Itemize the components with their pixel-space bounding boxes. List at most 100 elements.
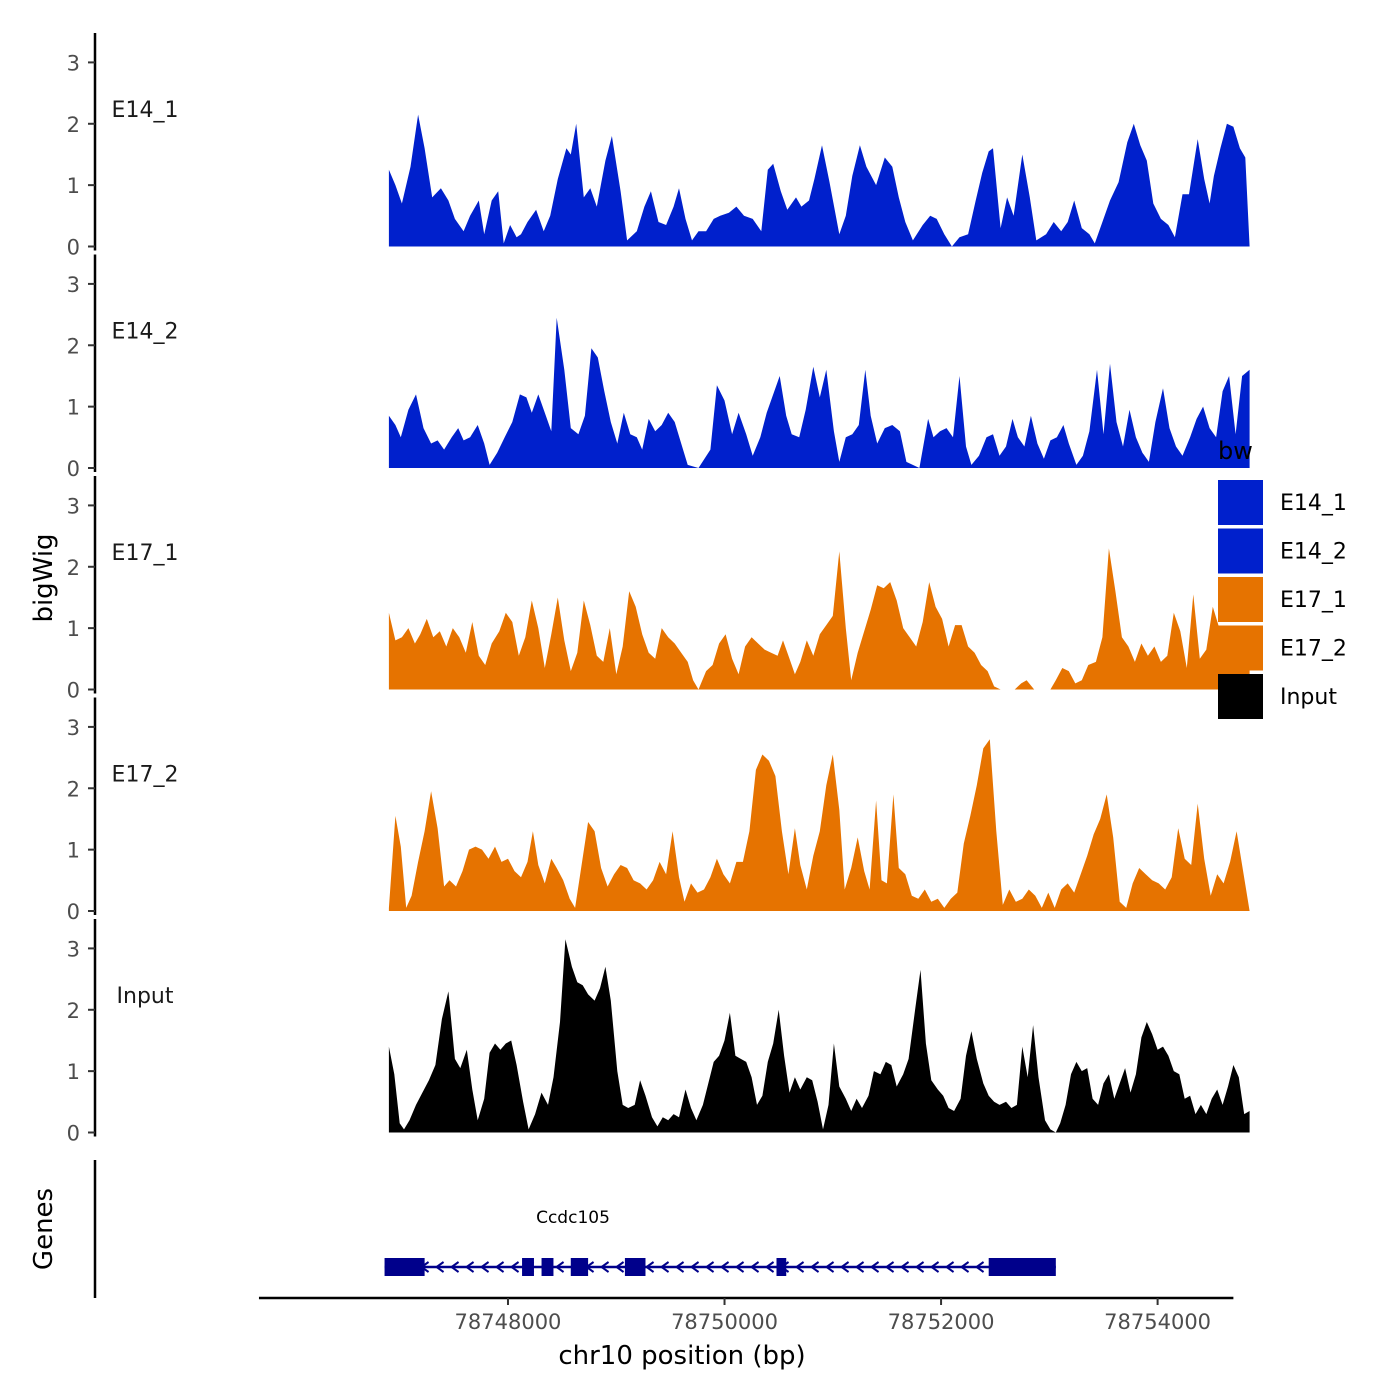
legend-label: E14_1 xyxy=(1280,491,1347,516)
strand-arrow xyxy=(464,1261,475,1273)
signal-tracks: 0 1 2 3 E14_1 0 1 2 3 E14_2 0 1 2 3 E17_1 0 1 2 3 E17_2 0 1 2 3… xyxy=(67,33,1250,1146)
x-tick-label: 78750000 xyxy=(671,1310,778,1334)
strand-arrow xyxy=(689,1261,700,1273)
strand-arrow xyxy=(929,1261,940,1273)
legend-swatch xyxy=(1218,625,1263,671)
exon xyxy=(570,1258,589,1276)
y-tick-label: 3 xyxy=(67,716,80,740)
y-tick-label: 2 xyxy=(67,113,80,137)
strand-arrow xyxy=(869,1261,880,1273)
legend-entry-e17-1: E17_1 xyxy=(1218,577,1347,622)
signal-area-e14-2 xyxy=(388,317,1250,468)
signal-area-e14-1 xyxy=(388,114,1250,247)
track-e17-1: 0 1 2 3 E17_1 xyxy=(67,476,1250,703)
strand-arrow xyxy=(809,1261,820,1273)
y-tick-label: 2 xyxy=(67,556,80,580)
strand-arrow xyxy=(914,1261,925,1273)
signal-area-e17-2 xyxy=(388,739,1250,911)
exon xyxy=(988,1258,1056,1276)
strand-arrow xyxy=(449,1261,460,1273)
strand-arrow xyxy=(749,1261,760,1273)
y-tick-label: 3 xyxy=(67,937,80,961)
y-tick-label: 0 xyxy=(67,900,80,924)
track-input: 0 1 2 3 Input xyxy=(67,919,1250,1146)
legend-entry-e14-1: E14_1 xyxy=(1218,480,1347,525)
legend-label: E14_2 xyxy=(1280,540,1347,565)
x-axis-title: chr10 position (bp) xyxy=(558,1341,805,1371)
y-tick-label: 1 xyxy=(67,174,80,198)
x-tick-label: 78752000 xyxy=(888,1310,995,1334)
strand-arrow xyxy=(854,1261,865,1273)
track-e17-2: 0 1 2 3 E17_2 xyxy=(67,697,1250,924)
legend-entry-e14-2: E14_2 xyxy=(1218,528,1347,574)
legend-label: E17_2 xyxy=(1280,637,1347,662)
track-label: E17_2 xyxy=(112,762,179,787)
track-label: E17_1 xyxy=(112,541,179,566)
track-label: E14_2 xyxy=(112,319,179,344)
strand-arrow xyxy=(479,1261,490,1273)
legend-swatch xyxy=(1218,577,1263,622)
strand-arrow xyxy=(974,1261,985,1273)
y-tick-label: 2 xyxy=(67,777,80,801)
strand-arrow xyxy=(494,1261,505,1273)
y-tick-label: 0 xyxy=(67,679,80,703)
legend-label: E17_1 xyxy=(1280,588,1347,613)
strand-arrow xyxy=(794,1261,805,1273)
y-tick-label: 3 xyxy=(67,494,80,518)
strand-arrow xyxy=(509,1261,520,1273)
legend-entry-e17-2: E17_2 xyxy=(1218,625,1347,671)
strand-arrow xyxy=(764,1261,775,1273)
y-tick-label: 1 xyxy=(67,1060,80,1084)
strand-arrow xyxy=(644,1261,655,1273)
y-tick-label: 1 xyxy=(67,396,80,420)
gene-model: Ccdc105 xyxy=(384,1208,1056,1276)
y-tick-label: 1 xyxy=(67,839,80,863)
legend-swatch xyxy=(1218,480,1263,525)
strand-arrow xyxy=(434,1261,445,1273)
signal-area-input xyxy=(388,939,1250,1133)
y-tick-label: 0 xyxy=(67,236,80,260)
legend: bw E14_1 E14_2 E17_1 E17_2 Input xyxy=(1218,437,1347,719)
track-label: Input xyxy=(117,984,174,1009)
legend-entry-input: Input xyxy=(1218,674,1337,719)
legend-swatch xyxy=(1218,528,1263,574)
y-tick-label: 2 xyxy=(67,334,80,358)
track-e14-2: 0 1 2 3 E14_2 xyxy=(67,254,1250,481)
strand-arrow xyxy=(704,1261,715,1273)
legend-swatch xyxy=(1218,674,1263,719)
track-label: E14_1 xyxy=(112,98,179,123)
strand-arrow xyxy=(554,1261,565,1273)
exon xyxy=(522,1258,534,1276)
strand-arrow xyxy=(884,1261,895,1273)
y-tick-label: 3 xyxy=(67,51,80,75)
signal-area-e17-1 xyxy=(388,548,1250,690)
x-tick-label: 78754000 xyxy=(1104,1310,1211,1334)
y-tick-label: 3 xyxy=(67,273,80,297)
strand-arrow xyxy=(944,1261,955,1273)
strand-arrow xyxy=(839,1261,850,1273)
x-tick-label: 78748000 xyxy=(455,1310,562,1334)
strand-arrow xyxy=(674,1261,685,1273)
gene-track: Ccdc105 xyxy=(93,1160,1056,1298)
strand-arrow xyxy=(824,1261,835,1273)
track-e14-1: 0 1 2 3 E14_1 xyxy=(67,33,1250,260)
y-tick-label: 0 xyxy=(67,1122,80,1146)
exon xyxy=(541,1258,554,1276)
strand-arrow xyxy=(959,1261,970,1273)
exon xyxy=(384,1258,425,1276)
legend-title: bw xyxy=(1218,437,1253,465)
legend-label: Input xyxy=(1280,685,1337,710)
gene-name-label: Ccdc105 xyxy=(536,1208,610,1228)
strand-arrow xyxy=(659,1261,670,1273)
strand-arrow xyxy=(599,1261,610,1273)
x-axis: 78748000 78750000 78752000 78754000 xyxy=(258,1296,1234,1334)
y-tick-label: 0 xyxy=(67,457,80,481)
y-axis-title: bigWig xyxy=(29,533,59,622)
strand-arrow xyxy=(614,1261,625,1273)
exon xyxy=(776,1258,787,1276)
strand-arrow xyxy=(734,1261,745,1273)
y-tick-label: 1 xyxy=(67,617,80,641)
genes-axis-title: Genes xyxy=(29,1188,59,1270)
strand-arrow xyxy=(719,1261,730,1273)
